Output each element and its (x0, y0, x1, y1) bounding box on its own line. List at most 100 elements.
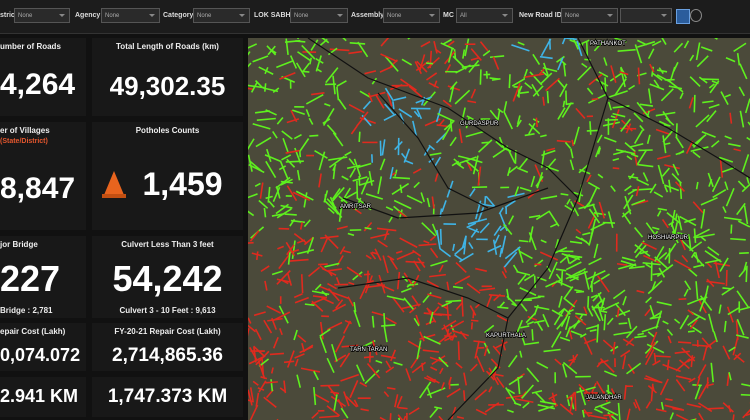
filter-dropdown[interactable]: All (456, 8, 513, 23)
road (356, 111, 369, 127)
map-label: GURDASPUR (460, 121, 499, 127)
road (612, 289, 626, 300)
road (634, 44, 643, 64)
road (739, 63, 748, 80)
road (545, 77, 560, 92)
filter-dropdown[interactable]: None (193, 8, 250, 23)
road (304, 303, 315, 307)
road (628, 173, 635, 180)
road (677, 232, 690, 237)
road (687, 309, 695, 316)
road (289, 258, 309, 262)
card-title: FY-20-21 Repair Cost (Lakh) (114, 327, 221, 336)
road (571, 139, 575, 147)
road (416, 340, 422, 360)
road (723, 216, 742, 221)
road (686, 403, 702, 408)
filter-dropdown[interactable]: None (101, 8, 160, 23)
road (476, 355, 485, 373)
road (743, 205, 749, 225)
road (597, 173, 604, 179)
road (569, 240, 583, 244)
card: epair Cost (Lakh) 0,074.072 (0, 323, 86, 371)
road (400, 152, 407, 159)
road (587, 414, 608, 420)
road (305, 109, 311, 117)
road (645, 222, 656, 236)
road (328, 156, 348, 161)
road (697, 364, 707, 379)
road (468, 59, 480, 73)
road (629, 142, 644, 148)
road (574, 391, 577, 411)
road (596, 324, 599, 343)
road (503, 147, 512, 152)
road (620, 118, 631, 133)
road (531, 389, 543, 394)
card-title: er of Villages (0, 126, 50, 135)
card-title: Total Length of Roads (km) (116, 42, 219, 51)
filter-dropdown[interactable]: None (561, 8, 618, 23)
card-value: 4,264 (0, 68, 76, 101)
road (741, 154, 750, 173)
road (499, 301, 505, 308)
search-input[interactable] (620, 8, 672, 23)
filter-dropdown[interactable]: None (383, 8, 440, 23)
road (264, 83, 267, 92)
road (387, 255, 395, 261)
road (577, 66, 592, 81)
road (447, 48, 454, 63)
reset-button[interactable] (690, 9, 702, 22)
road (594, 146, 601, 158)
road (301, 70, 310, 73)
apply-button[interactable] (676, 9, 690, 24)
road (332, 166, 336, 180)
road (693, 228, 710, 239)
road (293, 293, 303, 299)
road (688, 236, 692, 250)
road (494, 234, 500, 244)
road (637, 40, 656, 48)
road (470, 88, 477, 99)
road (586, 174, 592, 183)
road (592, 291, 602, 302)
road (565, 38, 577, 41)
road (275, 203, 289, 215)
road (367, 92, 373, 103)
road (327, 282, 337, 290)
road (532, 85, 544, 97)
road (614, 78, 627, 96)
road (268, 200, 275, 208)
filter-dropdown[interactable]: None (14, 8, 70, 23)
road (584, 338, 597, 345)
road (643, 254, 660, 264)
road (309, 134, 319, 137)
road (714, 260, 720, 279)
card: Culvert Less Than 3 feet 54,242 Culvert … (92, 236, 243, 318)
road (593, 273, 610, 285)
road (340, 407, 349, 419)
map[interactable]: PATHANKOT GURDASPUR AMRITSAR HOSHIARPUR KAPU… (248, 38, 750, 420)
road (518, 157, 529, 169)
road (484, 196, 487, 204)
road (732, 414, 735, 420)
road (698, 412, 704, 420)
road (287, 251, 291, 265)
road (561, 38, 566, 45)
road (427, 293, 442, 299)
road (280, 204, 293, 209)
road (658, 267, 666, 278)
filter-dropdown[interactable]: None (290, 8, 348, 23)
road (634, 227, 644, 238)
road (426, 72, 438, 81)
road (371, 77, 378, 85)
road (477, 139, 493, 153)
road (259, 182, 264, 199)
road (466, 115, 475, 121)
road (606, 317, 614, 326)
road (327, 288, 340, 302)
road (689, 76, 701, 88)
road (720, 91, 729, 105)
road (679, 181, 683, 199)
road (706, 261, 713, 269)
